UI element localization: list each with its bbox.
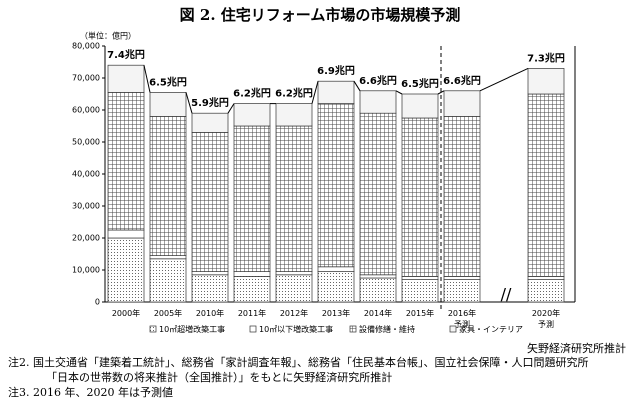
bar-segment bbox=[233, 271, 271, 277]
bar-segment bbox=[275, 274, 313, 303]
bar-segment bbox=[191, 112, 229, 133]
bar-segment bbox=[317, 266, 355, 272]
bar-segment bbox=[107, 229, 145, 239]
x-tick-label: 2014年 bbox=[363, 309, 393, 318]
bar-segment bbox=[191, 271, 229, 276]
bar-segment bbox=[275, 271, 313, 276]
y-tick-label: 60,000 bbox=[72, 106, 100, 115]
total-label: 6.9兆円 bbox=[317, 64, 355, 77]
total-label: 6.5兆円 bbox=[149, 75, 187, 88]
bar-segment bbox=[317, 80, 355, 104]
note: 「日本の世帯数の将来推計（全国推計）」をもとに矢野経済研究所推計 bbox=[46, 371, 393, 384]
total-label: 5.9兆円 bbox=[191, 96, 229, 109]
total-label: 6.6兆円 bbox=[359, 74, 397, 87]
total-label: 7.4兆円 bbox=[107, 48, 145, 61]
total-label: 7.3兆円 bbox=[527, 51, 565, 64]
connector bbox=[437, 90, 445, 95]
connector bbox=[311, 81, 319, 104]
bar-segment bbox=[275, 125, 313, 272]
bar-segment bbox=[149, 255, 187, 260]
bar-segment bbox=[527, 276, 565, 280]
bar-segment bbox=[443, 90, 481, 117]
total-label: 6.2兆円 bbox=[275, 87, 313, 100]
bar-segment bbox=[107, 237, 145, 303]
unit-label: （単位：億円） bbox=[80, 31, 136, 41]
bar-segment bbox=[317, 103, 355, 268]
bar-segment bbox=[107, 92, 145, 231]
bar-segment bbox=[149, 258, 187, 303]
chart-title: 図 2. 住宅リフォーム市場の市場規模予測 bbox=[180, 6, 461, 24]
connector bbox=[143, 65, 151, 93]
x-tick-label: 2015年 bbox=[405, 309, 435, 318]
bar-segment bbox=[191, 132, 229, 272]
y-tick-label: 80,000 bbox=[72, 42, 100, 51]
x-tick-label: 2011年 bbox=[237, 309, 267, 318]
x-tick-label: 2000年 bbox=[111, 309, 141, 318]
bar-segment bbox=[359, 112, 397, 276]
bar-segment bbox=[317, 271, 355, 303]
y-tick-label: 70,000 bbox=[72, 74, 100, 83]
x-tick-label: 2005年 bbox=[153, 309, 183, 318]
bar-segment bbox=[401, 117, 439, 277]
x-tick-label: 2020年 予測 bbox=[531, 309, 561, 329]
x-tick-label: 2010年 bbox=[195, 309, 225, 318]
connector bbox=[227, 103, 235, 114]
bar-segment bbox=[359, 90, 397, 114]
y-tick-label: 20,000 bbox=[72, 234, 100, 243]
y-tick-label: 50,000 bbox=[72, 138, 100, 147]
legend-swatch bbox=[149, 325, 157, 333]
note: 注2. 国土交通省「建築着工統計」、総務省「家計調査年報」、総務省「住民基本台帳… bbox=[8, 356, 589, 369]
legend-label: 家具・インテリア bbox=[459, 324, 523, 334]
note: 注3. 2016 年、2020 年は予測値 bbox=[8, 386, 173, 399]
legend-label: 10㎡超増改築工事 bbox=[159, 324, 225, 334]
bar-segment bbox=[233, 276, 271, 303]
bar-segment bbox=[191, 274, 229, 303]
bar-segment bbox=[149, 92, 187, 117]
source: 矢野経済研究所推計 bbox=[527, 342, 626, 355]
x-tick-label: 2016年 予測 bbox=[447, 309, 477, 329]
bar-segment bbox=[401, 279, 439, 303]
bar-segment bbox=[275, 103, 313, 127]
bar-segment bbox=[233, 125, 271, 272]
bar-segment bbox=[233, 103, 271, 127]
bar-segment bbox=[527, 68, 565, 95]
bar-segment bbox=[149, 116, 187, 256]
bar-segment bbox=[359, 274, 397, 279]
bar-segment bbox=[401, 93, 439, 119]
bar-segment bbox=[443, 279, 481, 303]
legend-swatch bbox=[349, 325, 357, 333]
y-tick-label: 40,000 bbox=[72, 170, 100, 179]
bar-segment bbox=[359, 277, 397, 303]
total-label: 6.6兆円 bbox=[443, 74, 481, 87]
y-tick-label: 10,000 bbox=[72, 266, 100, 275]
bar-segment bbox=[527, 279, 565, 303]
connector bbox=[395, 90, 403, 95]
legend-label: 設備修繕・維持 bbox=[359, 324, 415, 334]
bar-segment bbox=[107, 64, 145, 93]
bar-segment bbox=[527, 93, 565, 277]
legend-label: 10㎡以下増改築工事 bbox=[259, 324, 333, 334]
connector bbox=[185, 92, 193, 114]
x-tick-label: 2013年 bbox=[321, 309, 351, 318]
y-tick-label: 30,000 bbox=[72, 202, 100, 211]
legend-swatch bbox=[249, 325, 257, 333]
bar-segment bbox=[443, 276, 481, 280]
axis-break: // bbox=[501, 285, 512, 304]
connector bbox=[353, 80, 361, 92]
connector bbox=[479, 67, 529, 92]
total-label: 6.5兆円 bbox=[401, 77, 439, 90]
bar-segment bbox=[443, 116, 481, 277]
legend-swatch bbox=[449, 325, 457, 333]
x-tick-label: 2012年 bbox=[279, 309, 309, 318]
y-tick-label: 0 bbox=[95, 298, 100, 307]
total-label: 6.2兆円 bbox=[233, 87, 271, 100]
bar-segment bbox=[401, 276, 439, 280]
